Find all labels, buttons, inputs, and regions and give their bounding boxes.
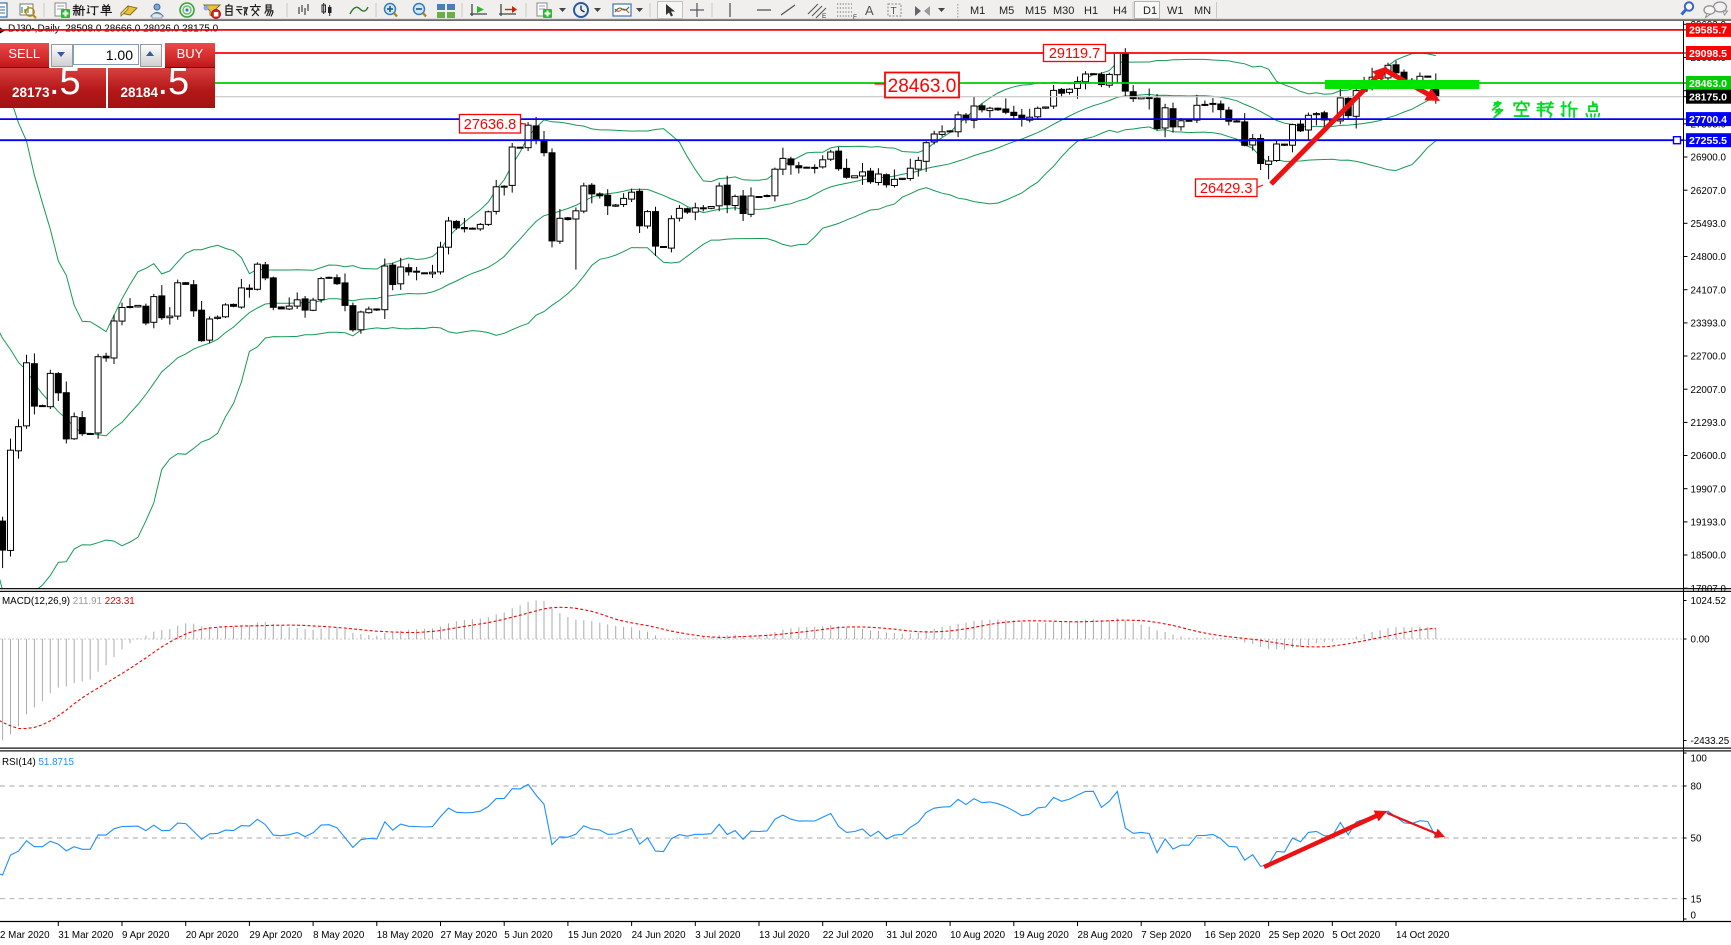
svg-text:19 Aug 2020: 19 Aug 2020 — [1014, 930, 1070, 941]
svg-text:28463.0: 28463.0 — [888, 76, 957, 97]
svg-text:F: F — [853, 14, 857, 21]
svg-text:23393.0: 23393.0 — [1691, 319, 1727, 330]
svg-text:5 Jun 2020: 5 Jun 2020 — [504, 930, 553, 941]
svg-text:15: 15 — [1691, 894, 1702, 905]
svg-text:17807.0: 17807.0 — [1691, 584, 1727, 595]
svg-text:31 Jul 2020: 31 Jul 2020 — [886, 930, 937, 941]
svg-text:31 Mar 2020: 31 Mar 2020 — [58, 930, 114, 941]
svg-text:16 Sep 2020: 16 Sep 2020 — [1205, 930, 1261, 941]
svg-text:28 Aug 2020: 28 Aug 2020 — [1078, 930, 1134, 941]
svg-text:29098.5: 29098.5 — [1689, 48, 1727, 60]
svg-text:25493.0: 25493.0 — [1691, 219, 1727, 230]
svg-text:24107.0: 24107.0 — [1691, 285, 1727, 296]
svg-text:3 Jul 2020: 3 Jul 2020 — [695, 930, 741, 941]
svg-text:-2433.25: -2433.25 — [1691, 736, 1730, 747]
svg-text:A: A — [865, 3, 874, 18]
svg-text:18500.0: 18500.0 — [1691, 551, 1727, 562]
svg-text:W1: W1 — [1167, 5, 1184, 17]
svg-text:M1: M1 — [970, 5, 985, 17]
svg-text:27255.5: 27255.5 — [1689, 135, 1727, 147]
svg-text:100: 100 — [1691, 754, 1708, 765]
svg-text:H1: H1 — [1084, 5, 1098, 17]
svg-text:0: 0 — [1691, 911, 1697, 922]
svg-text:29 Apr 2020: 29 Apr 2020 — [249, 930, 302, 941]
svg-text:50: 50 — [1691, 834, 1702, 845]
svg-text:M30: M30 — [1053, 5, 1074, 17]
svg-text:22007.0: 22007.0 — [1691, 385, 1727, 396]
svg-text:27 May 2020: 27 May 2020 — [441, 930, 498, 941]
svg-text:M15: M15 — [1025, 5, 1046, 17]
svg-text:0.00: 0.00 — [1691, 635, 1711, 646]
svg-text:28175.0: 28175.0 — [1689, 92, 1727, 104]
svg-text:MACD(12,26,9) 211.91 223.31: MACD(12,26,9) 211.91 223.31 — [2, 596, 135, 607]
svg-text:D1: D1 — [1143, 5, 1157, 17]
svg-text:29585.7: 29585.7 — [1689, 25, 1727, 37]
svg-text:80: 80 — [1691, 782, 1702, 793]
svg-text:20 Apr 2020: 20 Apr 2020 — [186, 930, 239, 941]
svg-text:8 May 2020: 8 May 2020 — [313, 930, 365, 941]
svg-text:19907.0: 19907.0 — [1691, 484, 1727, 495]
svg-text:MN: MN — [1194, 5, 1211, 17]
svg-text:22 Jul 2020: 22 Jul 2020 — [823, 930, 874, 941]
svg-text:1024.52: 1024.52 — [1691, 596, 1726, 607]
svg-text:28463.0: 28463.0 — [1689, 78, 1727, 90]
svg-text:13 Jul 2020: 13 Jul 2020 — [759, 930, 810, 941]
svg-text:9 Apr 2020: 9 Apr 2020 — [122, 930, 170, 941]
svg-text:10 Aug 2020: 10 Aug 2020 — [950, 930, 1006, 941]
svg-text:H4: H4 — [1113, 5, 1127, 17]
svg-text:21293.0: 21293.0 — [1691, 418, 1727, 429]
svg-text:29119.7: 29119.7 — [1049, 46, 1100, 62]
svg-text:26207.0: 26207.0 — [1691, 186, 1727, 197]
svg-text:7 Sep 2020: 7 Sep 2020 — [1141, 930, 1192, 941]
svg-text:27636.8: 27636.8 — [464, 117, 516, 133]
svg-text:2 Mar 2020: 2 Mar 2020 — [0, 930, 50, 941]
svg-text:22700.0: 22700.0 — [1691, 352, 1727, 363]
svg-text:26900.0: 26900.0 — [1691, 153, 1727, 164]
svg-text:M5: M5 — [999, 5, 1014, 17]
svg-text:E: E — [822, 13, 827, 20]
svg-text:24 Jun 2020: 24 Jun 2020 — [632, 930, 686, 941]
svg-text:25 Sep 2020: 25 Sep 2020 — [1269, 930, 1325, 941]
svg-text:RSI(14) 51.8715: RSI(14) 51.8715 — [2, 757, 74, 768]
svg-text:20600.0: 20600.0 — [1691, 451, 1727, 462]
svg-text:27700.4: 27700.4 — [1689, 114, 1727, 126]
svg-text:18 May 2020: 18 May 2020 — [377, 930, 434, 941]
svg-text:5 Oct 2020: 5 Oct 2020 — [1332, 930, 1380, 941]
svg-text:15 Jun 2020: 15 Jun 2020 — [568, 930, 622, 941]
svg-text:24800.0: 24800.0 — [1691, 252, 1727, 263]
svg-text:26429.3: 26429.3 — [1200, 181, 1252, 197]
svg-text:14 Oct 2020: 14 Oct 2020 — [1396, 930, 1450, 941]
svg-text:19193.0: 19193.0 — [1691, 518, 1727, 529]
svg-text:T: T — [891, 6, 897, 17]
